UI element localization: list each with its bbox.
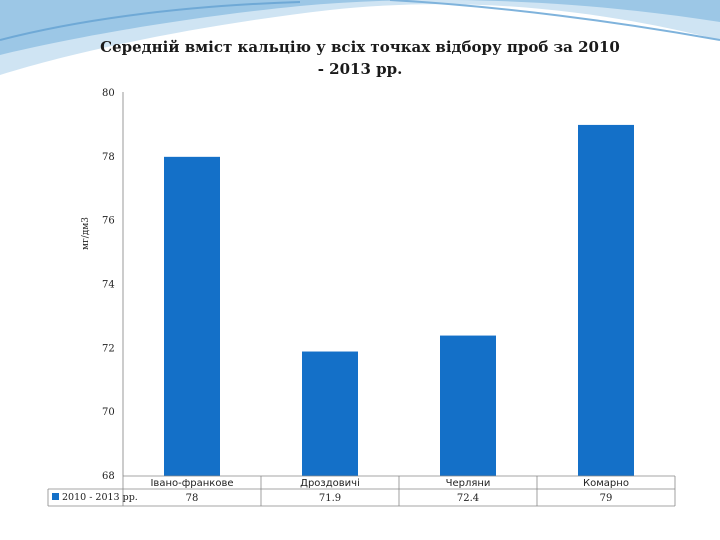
category-label: Івано-франкове xyxy=(150,478,233,489)
chart-title-line-1: Середній вміст кальцію у всіх точках від… xyxy=(100,38,620,56)
legend-key xyxy=(52,493,59,500)
y-axis-label: мг/дм3 xyxy=(81,217,91,250)
data-label: 71.9 xyxy=(319,493,341,504)
bar xyxy=(164,156,220,477)
y-tick-label: 72 xyxy=(102,343,115,354)
data-label: 79 xyxy=(600,493,613,504)
decorative-wave-header xyxy=(0,0,720,75)
y-axis-ticks: 80 78 76 74 72 70 68 xyxy=(102,88,115,482)
data-table: Івано-франкове Дроздовичі Черляни Комарно 78… xyxy=(47,475,676,507)
data-label: 78 xyxy=(186,493,199,504)
bar xyxy=(578,124,634,477)
legend-series-name: 2010 - 2013 рр. xyxy=(62,492,138,503)
data-label: 72.4 xyxy=(457,493,479,504)
y-tick-label: 78 xyxy=(102,152,115,163)
y-tick-label: 68 xyxy=(102,471,115,482)
category-label: Черляни xyxy=(446,478,491,489)
bars-group xyxy=(164,124,634,477)
y-tick-label: 74 xyxy=(102,280,115,291)
category-label: Комарно xyxy=(583,478,629,489)
category-label: Дроздовичі xyxy=(300,477,360,489)
y-tick-label: 76 xyxy=(102,216,115,227)
y-tick-label: 80 xyxy=(102,88,115,99)
chart-title-line-2: - 2013 рр. xyxy=(317,60,403,78)
y-tick-label: 70 xyxy=(102,407,115,418)
chart-title: Середній вміст кальцію у всіх точках від… xyxy=(90,36,630,80)
bar xyxy=(302,351,358,476)
bar xyxy=(440,335,496,476)
